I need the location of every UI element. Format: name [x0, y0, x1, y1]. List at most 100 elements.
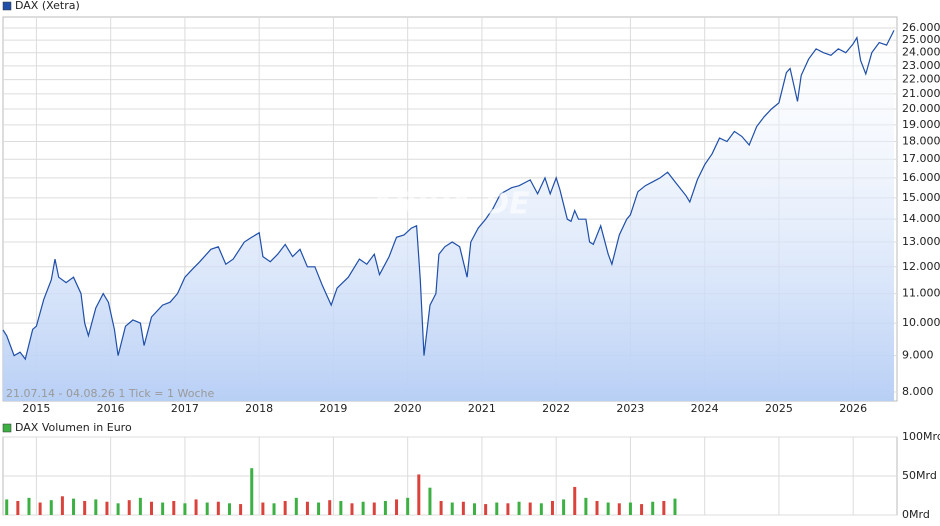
volume-bar — [484, 504, 488, 515]
volume-bar — [628, 502, 632, 515]
volume-bar — [83, 500, 87, 515]
y-tick-label: 10.000 — [902, 316, 940, 329]
volume-bar — [5, 499, 9, 515]
y-tick-label: 0Mrd — [902, 508, 930, 521]
volume-bar — [294, 497, 298, 515]
volume-bar — [127, 500, 131, 515]
volume-bar — [49, 500, 53, 515]
volume-bar — [350, 503, 354, 515]
volume-bar — [417, 474, 421, 515]
volume-bar — [651, 501, 655, 515]
volume-bar — [328, 500, 332, 515]
x-tick-label: 2021 — [468, 402, 496, 415]
volume-bar — [239, 504, 243, 515]
volume-bar — [550, 500, 554, 515]
volume-bar — [662, 500, 666, 515]
volume-bar — [539, 503, 543, 515]
volume-bar — [94, 499, 98, 515]
volume-bar — [27, 497, 31, 515]
volume-bar — [562, 499, 566, 515]
volume-bar — [216, 501, 220, 515]
x-tick-label: 2024 — [691, 402, 719, 415]
watermark: ARIVA.DE — [368, 187, 530, 222]
volume-bar — [495, 502, 499, 515]
x-tick-label: 2023 — [616, 402, 644, 415]
volume-bar — [406, 497, 410, 515]
x-tick-label: 2015 — [22, 402, 50, 415]
y-tick-label: 21.000 — [902, 87, 940, 100]
y-tick-label: 22.000 — [902, 73, 940, 86]
volume-bar — [606, 502, 610, 515]
y-tick-label: 9.000 — [902, 349, 934, 362]
y-tick-label: 14.000 — [902, 212, 940, 225]
y-tick-label: 24.000 — [902, 46, 940, 59]
y-tick-label: 16.000 — [902, 171, 940, 184]
volume-bar — [317, 502, 321, 515]
y-tick-label: 26.000 — [902, 21, 940, 34]
volume-bar — [116, 503, 120, 515]
volume-bar — [205, 502, 209, 515]
volume-title: DAX Volumen in Euro — [15, 421, 132, 434]
volume-bar — [183, 503, 187, 515]
volume-bar — [339, 500, 343, 515]
volume-bar — [517, 501, 521, 515]
x-tick-label: 2020 — [394, 402, 422, 415]
x-tick-label: 2025 — [765, 402, 793, 415]
y-tick-label: 50Mrd — [902, 469, 937, 482]
volume-bar — [528, 502, 532, 515]
volume-bar — [372, 502, 376, 515]
y-tick-label: 15.000 — [902, 191, 940, 204]
x-tick-label: 2017 — [171, 402, 199, 415]
volume-bar — [673, 498, 677, 515]
chart-title: DAX (Xetra) — [15, 0, 80, 12]
volume-bar — [72, 498, 76, 515]
volume-bar — [640, 504, 644, 515]
y-tick-label: 23.000 — [902, 59, 940, 72]
volume-bar — [473, 503, 477, 515]
volume-bar — [138, 497, 142, 515]
y-tick-label: 18.000 — [902, 135, 940, 148]
y-tick-label: 12.000 — [902, 260, 940, 273]
chart-subtitle: 21.07.14 - 04.08.26 1 Tick = 1 Woche — [6, 387, 214, 400]
x-tick-label: 2018 — [245, 402, 273, 415]
legend-swatch — [2, 423, 12, 433]
volume-bar — [428, 487, 432, 515]
volume-bar — [595, 500, 599, 515]
volume-bar — [383, 500, 387, 515]
volume-bar — [161, 502, 165, 515]
volume-bar — [439, 500, 443, 515]
volume-bar — [584, 497, 588, 515]
y-tick-label: 20.000 — [902, 102, 940, 115]
y-tick-label: 11.000 — [902, 287, 940, 300]
volume-bar — [283, 500, 287, 515]
volume-bar — [227, 503, 231, 515]
x-tick-label: 2022 — [542, 402, 570, 415]
volume-bar — [172, 500, 176, 515]
volume-bar — [461, 501, 465, 515]
area — [3, 30, 895, 402]
volume-bar — [60, 496, 64, 515]
volume-bar — [250, 468, 254, 515]
volume-bar — [395, 499, 399, 515]
volume-bar — [617, 503, 621, 515]
price-line — [2, 30, 895, 361]
x-tick-label: 2019 — [319, 402, 347, 415]
y-tick-label: 17.000 — [902, 152, 940, 165]
volume-bar — [105, 501, 109, 515]
volume-bar — [506, 503, 510, 515]
volume-bar — [194, 499, 198, 515]
volume-bar — [305, 501, 309, 515]
y-tick-label: 19.000 — [902, 118, 940, 131]
y-tick-label: 25.000 — [902, 33, 940, 46]
volume-bar — [16, 500, 20, 515]
x-tick-label: 2016 — [97, 402, 125, 415]
legend-swatch — [2, 1, 12, 11]
volume-bar — [272, 503, 276, 515]
volume-bar — [573, 486, 577, 515]
volume-bar — [361, 501, 365, 515]
x-tick-label: 2026 — [839, 402, 867, 415]
volume-bar — [261, 502, 265, 515]
volume-bar — [450, 502, 454, 515]
y-tick-label: 13.000 — [902, 235, 940, 248]
